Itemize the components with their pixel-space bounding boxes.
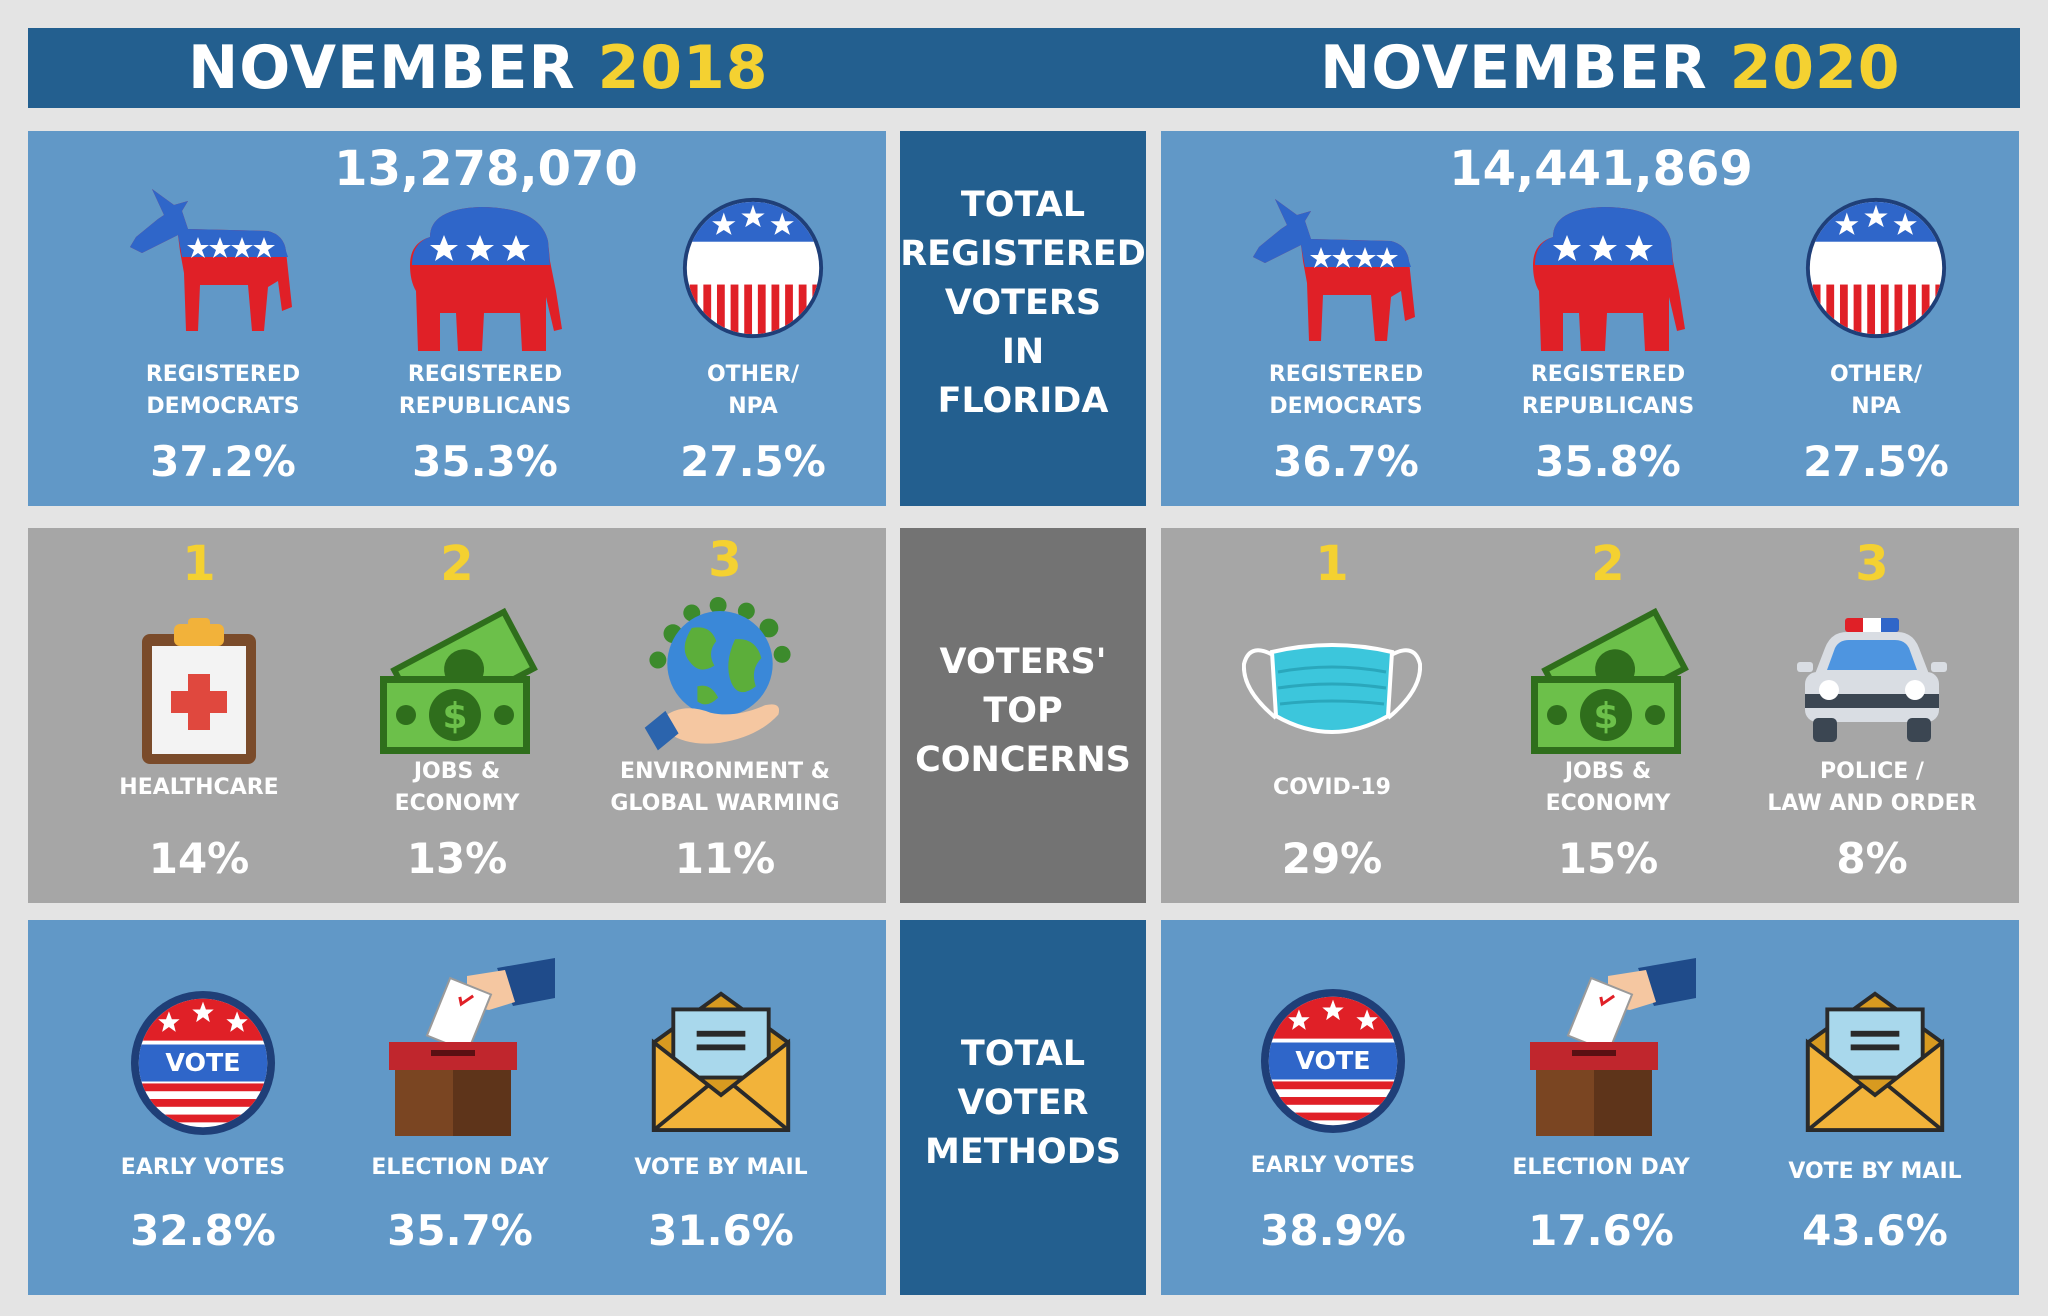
- left-vote-by-mail-value: 31.6%: [648, 1206, 794, 1255]
- donkey-icon: [128, 181, 308, 341]
- vote-badge-text: VOTE: [1295, 1046, 1370, 1075]
- npa-badge-icon: [1803, 195, 1949, 341]
- header-bar: NOVEMBER 2018 NOVEMBER 2020: [28, 28, 2020, 108]
- left-concern-3-value: 11%: [674, 834, 776, 883]
- right-concern-2-value: 15%: [1557, 834, 1659, 883]
- right-other-npa-label: OTHER/ NPA: [1829, 362, 1923, 419]
- elephant-icon: [1523, 201, 1693, 351]
- left-republicans-value: 35.3%: [412, 437, 558, 486]
- money-icon: [372, 606, 542, 756]
- middle-registered-label: TOTAL REGISTERED VOTERS IN FLORIDA: [900, 185, 1146, 421]
- face-mask-icon: [1242, 636, 1422, 746]
- right-period-title: NOVEMBER 2020: [1320, 28, 1901, 108]
- right-concerns-panel: 1 COVID-19 29% 2 JOBS & ECONOMY 15% 3 PO…: [1161, 528, 2019, 903]
- money-icon: [1523, 606, 1693, 756]
- police-car-icon: [1797, 618, 1947, 748]
- left-period-title: NOVEMBER 2018: [188, 28, 769, 108]
- right-year: 2020: [1729, 33, 1901, 103]
- ballot-box-icon: [1526, 958, 1696, 1138]
- elephant-icon: [400, 201, 570, 351]
- left-early-votes-value: 32.8%: [130, 1206, 276, 1255]
- envelope-icon: [1802, 988, 1948, 1134]
- middle-registered-panel: TOTAL REGISTERED VOTERS IN FLORIDA: [900, 131, 1146, 506]
- right-democrats-value: 36.7%: [1273, 437, 1419, 486]
- right-republicans-value: 35.8%: [1535, 437, 1681, 486]
- left-month: NOVEMBER: [188, 33, 576, 103]
- left-registration-panel: 13,278,070 REGISTERED DEMOCRATS 37.2% RE…: [28, 131, 886, 506]
- right-democrats-label: REGISTERED DEMOCRATS: [1268, 362, 1424, 419]
- right-registration-panel: 14,441,869 REGISTERED DEMOCRATS 36.7% RE…: [1161, 131, 2019, 506]
- left-democrats-label: REGISTERED DEMOCRATS: [145, 362, 301, 419]
- left-election-day-label: ELECTION DAY: [371, 1155, 549, 1180]
- right-early-votes-label: EARLY VOTES: [1250, 1153, 1416, 1178]
- clipboard-medical-icon: [134, 618, 264, 768]
- right-concern-2-label: JOBS & ECONOMY: [1545, 759, 1671, 816]
- right-concern-3-label: POLICE / LAW AND ORDER: [1767, 759, 1977, 816]
- middle-methods-label: TOTAL VOTER METHODS: [925, 1034, 1121, 1172]
- left-other-npa-label: OTHER/ NPA: [706, 362, 800, 419]
- right-concern-3-value: 8%: [1836, 834, 1908, 883]
- npa-badge-icon: [680, 195, 826, 341]
- middle-methods-panel: TOTAL VOTER METHODS: [900, 920, 1146, 1295]
- left-early-votes-label: EARLY VOTES: [120, 1155, 286, 1180]
- right-total-registered: 14,441,869: [1449, 141, 1753, 197]
- vote-badge-text: VOTE: [165, 1048, 240, 1077]
- right-concern-2-rank: 2: [1591, 536, 1625, 592]
- right-month: NOVEMBER: [1320, 33, 1708, 103]
- left-concern-3-rank: 3: [708, 532, 742, 588]
- earth-hand-icon: [640, 596, 800, 756]
- left-vote-by-mail-label: VOTE BY MAIL: [634, 1155, 808, 1180]
- right-republicans-label: REGISTERED REPUBLICANS: [1521, 362, 1695, 419]
- right-election-day-value: 17.6%: [1528, 1206, 1674, 1255]
- right-concern-1-value: 29%: [1281, 834, 1383, 883]
- left-democrats-value: 37.2%: [150, 437, 296, 486]
- left-total-registered: 13,278,070: [334, 141, 638, 197]
- right-concern-1-rank: 1: [1315, 536, 1349, 592]
- left-other-npa-value: 27.5%: [680, 437, 826, 486]
- right-election-day-label: ELECTION DAY: [1512, 1155, 1690, 1180]
- left-methods-panel: VOTE EARLY VOTES 32.8% ELECTION DAY 35.7…: [28, 920, 886, 1295]
- left-concern-1-rank: 1: [182, 536, 216, 592]
- left-election-day-value: 35.7%: [387, 1206, 533, 1255]
- envelope-icon: [648, 988, 794, 1134]
- vote-badge-icon: VOTE: [130, 990, 276, 1136]
- left-concern-1-value: 14%: [148, 834, 250, 883]
- left-concern-1-label: HEALTHCARE: [119, 775, 279, 800]
- right-other-npa-value: 27.5%: [1803, 437, 1949, 486]
- right-concern-3-rank: 3: [1855, 536, 1889, 592]
- middle-concerns-label: VOTERS' TOP CONCERNS: [915, 642, 1131, 780]
- left-concern-3-label: ENVIRONMENT & GLOBAL WARMING: [610, 759, 840, 816]
- left-republicans-label: REGISTERED REPUBLICANS: [398, 362, 572, 419]
- left-concern-2-label: JOBS & ECONOMY: [394, 759, 520, 816]
- ballot-box-icon: [385, 958, 555, 1138]
- left-year: 2018: [597, 33, 769, 103]
- right-concern-1-label: COVID-19: [1273, 775, 1391, 800]
- right-vote-by-mail-value: 43.6%: [1802, 1206, 1948, 1255]
- right-early-votes-value: 38.9%: [1260, 1206, 1406, 1255]
- left-concern-2-value: 13%: [406, 834, 508, 883]
- vote-badge-icon: VOTE: [1260, 988, 1406, 1134]
- donkey-icon: [1251, 191, 1431, 351]
- right-vote-by-mail-label: VOTE BY MAIL: [1788, 1159, 1962, 1184]
- right-methods-panel: VOTE EARLY VOTES 38.9% ELECTION DAY 17.6…: [1161, 920, 2019, 1295]
- middle-concerns-panel: VOTERS' TOP CONCERNS: [900, 528, 1146, 903]
- left-concerns-panel: 1 HEALTHCARE 14% 2 JOBS & ECONOMY 13% 3 …: [28, 528, 886, 903]
- left-concern-2-rank: 2: [440, 536, 474, 592]
